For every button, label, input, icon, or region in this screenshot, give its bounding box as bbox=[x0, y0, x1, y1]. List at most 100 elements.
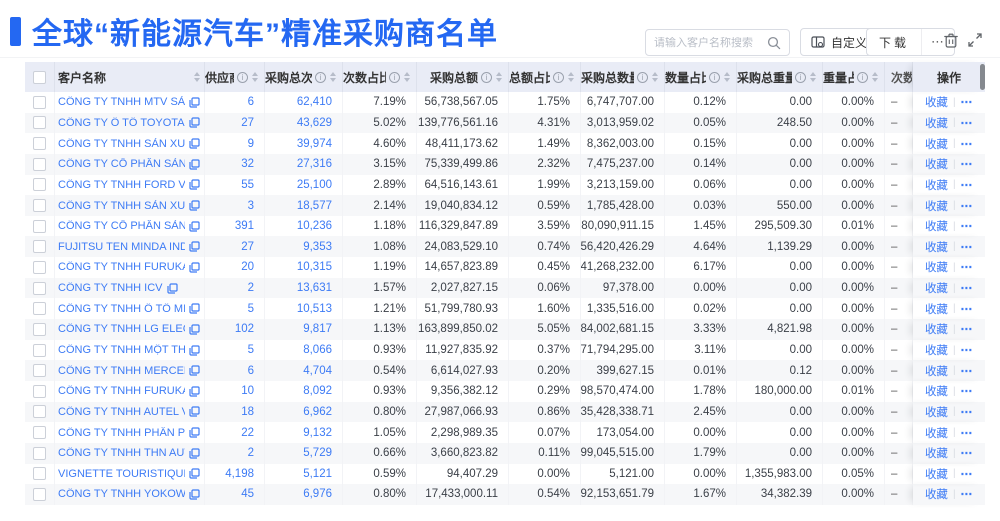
column-header-supplier[interactable]: 供应商i bbox=[205, 62, 265, 92]
supplier-value[interactable]: 22 bbox=[205, 422, 265, 443]
customer-name-link[interactable]: CÔNG TY CỔ PHẦN SẢN XUẤT... bbox=[58, 220, 185, 233]
sort-icon[interactable] bbox=[194, 72, 200, 82]
info-icon[interactable]: i bbox=[709, 71, 720, 83]
row-more-button[interactable]: ⋯ bbox=[960, 97, 974, 110]
row-checkbox[interactable] bbox=[33, 343, 46, 357]
row-more-button[interactable]: ⋯ bbox=[960, 200, 974, 213]
favorite-button[interactable]: 收藏 bbox=[924, 468, 948, 481]
search-icon[interactable] bbox=[767, 36, 781, 50]
copy-icon[interactable] bbox=[189, 365, 200, 376]
info-icon[interactable]: i bbox=[795, 71, 806, 83]
customer-name-link[interactable]: CÔNG TY Ô TÔ TOYOTA VIỆT ... bbox=[58, 116, 185, 129]
count-value[interactable]: 39,974 bbox=[265, 133, 343, 154]
favorite-button[interactable]: 收藏 bbox=[924, 179, 948, 192]
row-checkbox[interactable] bbox=[33, 405, 46, 419]
column-header-count[interactable]: 采购总次数i bbox=[265, 62, 343, 92]
sort-icon[interactable] bbox=[330, 72, 336, 82]
row-checkbox[interactable] bbox=[33, 219, 46, 233]
row-more-button[interactable]: ⋯ bbox=[960, 427, 974, 440]
count-value[interactable]: 8,066 bbox=[265, 339, 343, 361]
row-checkbox[interactable] bbox=[33, 322, 46, 336]
favorite-button[interactable]: 收藏 bbox=[924, 345, 948, 357]
search-box[interactable] bbox=[645, 29, 790, 56]
row-checkbox[interactable] bbox=[33, 240, 46, 254]
count-value[interactable]: 9,817 bbox=[265, 319, 343, 340]
row-more-button[interactable]: ⋯ bbox=[960, 241, 974, 254]
row-checkbox[interactable] bbox=[33, 384, 46, 398]
supplier-value[interactable]: 20 bbox=[205, 257, 265, 278]
vertical-scrollbar-thumb[interactable] bbox=[980, 64, 985, 90]
customer-name-link[interactable]: CÔNG TY TNHH PHÂN PHỐI T... bbox=[58, 426, 185, 439]
sort-icon[interactable] bbox=[872, 72, 878, 82]
column-header-amount[interactable]: 采购总额 i bbox=[417, 62, 509, 92]
count-value[interactable]: 43,629 bbox=[265, 112, 343, 134]
fullscreen-icon[interactable] bbox=[967, 32, 983, 48]
count-value[interactable]: 9,132 bbox=[265, 422, 343, 443]
count-value[interactable]: 8,092 bbox=[265, 380, 343, 402]
sort-icon[interactable] bbox=[724, 72, 730, 82]
supplier-value[interactable]: 102 bbox=[205, 319, 265, 340]
favorite-button[interactable]: 收藏 bbox=[924, 324, 948, 337]
search-input[interactable] bbox=[654, 36, 763, 49]
customer-name-link[interactable]: CÔNG TY TNHH SẢN XUẤT VÀ ... bbox=[58, 199, 185, 212]
row-checkbox[interactable] bbox=[33, 260, 46, 274]
sort-icon[interactable] bbox=[652, 72, 658, 82]
customer-name-link[interactable]: FUJITSU TEN MINDA INDIA PVT... bbox=[58, 240, 185, 253]
row-more-button[interactable]: ⋯ bbox=[960, 345, 974, 357]
supplier-value[interactable]: 32 bbox=[205, 153, 265, 175]
supplier-value[interactable]: 27 bbox=[205, 112, 265, 134]
favorite-button[interactable]: 收藏 bbox=[924, 117, 948, 130]
count-value[interactable]: 27,316 bbox=[265, 153, 343, 175]
row-more-button[interactable]: ⋯ bbox=[960, 324, 974, 337]
customer-name-link[interactable]: CÔNG TY TNHH Ô TÔ MITSUBI... bbox=[58, 302, 185, 315]
row-checkbox[interactable] bbox=[33, 467, 46, 481]
info-icon[interactable]: i bbox=[389, 71, 400, 83]
supplier-value[interactable]: 3 bbox=[205, 195, 265, 216]
count-value[interactable]: 4,704 bbox=[265, 360, 343, 381]
row-more-button[interactable]: ⋯ bbox=[960, 262, 974, 275]
info-icon[interactable]: i bbox=[637, 71, 648, 83]
row-more-button[interactable]: ⋯ bbox=[960, 489, 974, 502]
copy-icon[interactable] bbox=[189, 200, 200, 211]
row-checkbox[interactable] bbox=[33, 446, 46, 460]
info-icon[interactable]: i bbox=[315, 71, 326, 83]
copy-icon[interactable] bbox=[189, 489, 200, 500]
customer-name-link[interactable]: CÔNG TY TNHH ICV bbox=[58, 282, 163, 295]
favorite-button[interactable]: 收藏 bbox=[924, 241, 948, 254]
row-checkbox[interactable] bbox=[33, 281, 46, 295]
count-value[interactable]: 9,353 bbox=[265, 236, 343, 258]
customer-name-link[interactable]: VIGNETTE TOURISTIQUE G UNI... bbox=[58, 467, 185, 480]
row-more-button[interactable]: ⋯ bbox=[960, 406, 974, 419]
sort-icon[interactable] bbox=[496, 72, 502, 82]
sort-icon[interactable] bbox=[568, 72, 574, 82]
supplier-value[interactable]: 27 bbox=[205, 236, 265, 258]
customer-name-link[interactable]: CÔNG TY TNHH FURUKAWA A... bbox=[58, 261, 185, 274]
customer-name-link[interactable]: CÔNG TY TNHH AUTEL VIỆT N... bbox=[58, 405, 185, 418]
customer-name-link[interactable]: CÔNG TY TNHH MTV SẢN XUẤ... bbox=[58, 96, 185, 109]
row-more-button[interactable]: ⋯ bbox=[960, 179, 974, 192]
column-header-weight[interactable]: 采购总重量 i bbox=[737, 62, 823, 92]
count-value[interactable]: 6,962 bbox=[265, 401, 343, 423]
supplier-value[interactable]: 5 bbox=[205, 298, 265, 320]
supplier-value[interactable]: 2 bbox=[205, 442, 265, 464]
row-more-button[interactable]: ⋯ bbox=[960, 283, 974, 296]
row-more-button[interactable]: ⋯ bbox=[960, 159, 974, 172]
customer-name-link[interactable]: CÔNG TY TNHH LG ELECTRON... bbox=[58, 323, 185, 336]
download-button[interactable]: 下载 bbox=[879, 35, 910, 50]
sort-icon[interactable] bbox=[404, 72, 410, 82]
customer-name-link[interactable]: CÔNG TY TNHH MỘT THÀNH V... bbox=[58, 344, 185, 356]
copy-icon[interactable] bbox=[189, 427, 200, 438]
supplier-value[interactable]: 2 bbox=[205, 277, 265, 299]
info-icon[interactable]: i bbox=[237, 71, 248, 83]
supplier-value[interactable]: 9 bbox=[205, 133, 265, 154]
copy-icon[interactable] bbox=[189, 303, 200, 314]
supplier-value[interactable]: 55 bbox=[205, 174, 265, 196]
column-header-weight_pct[interactable]: 重量占比i bbox=[823, 62, 885, 92]
count-value[interactable]: 10,315 bbox=[265, 257, 343, 278]
copy-icon[interactable] bbox=[189, 406, 200, 418]
count-value[interactable]: 18,577 bbox=[265, 195, 343, 216]
info-icon[interactable]: i bbox=[553, 71, 564, 83]
supplier-value[interactable]: 4,198 bbox=[205, 463, 265, 485]
customer-name-link[interactable]: CÔNG TY TNHH THN AUTOPAR... bbox=[58, 447, 185, 460]
column-header-amount_pct[interactable]: 总额占比i bbox=[509, 62, 581, 92]
